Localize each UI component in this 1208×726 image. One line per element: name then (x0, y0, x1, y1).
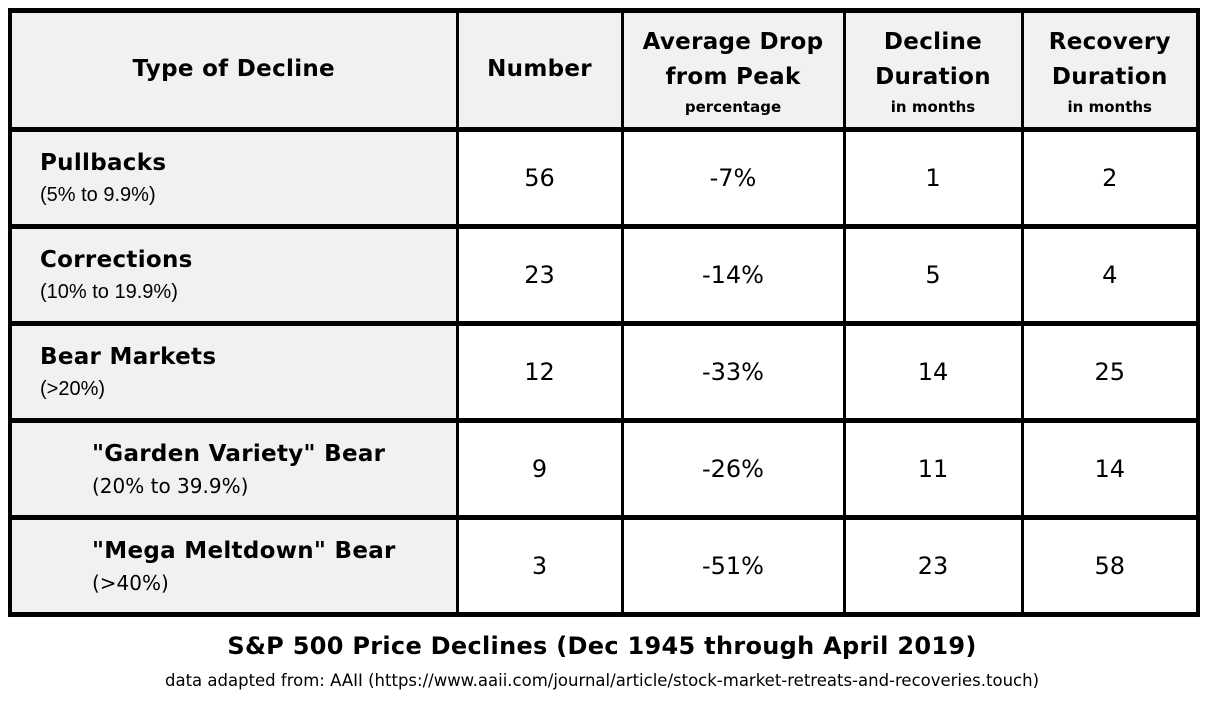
figure: Type of Decline Number Average Drop from… (8, 8, 1200, 690)
col-header-label: Decline Duration (875, 28, 991, 91)
table-header: Type of Decline Number Average Drop from… (8, 8, 1200, 132)
recovery-duration-cell: 4 (1020, 224, 1200, 326)
recovery-duration-cell: 25 (1020, 321, 1200, 423)
type-cell: Corrections (10% to 19.9%) (8, 224, 459, 326)
col-header-number: Number (455, 8, 624, 132)
decline-range-label: (10% to 19.9%) (40, 280, 178, 303)
col-header-decline-duration: Decline Duration in months (842, 8, 1024, 132)
decline-duration-cell: 23 (842, 515, 1024, 617)
avg-drop-cell: -51% (620, 515, 846, 617)
table-row-mega-meltdown-bear: "Mega Meltdown" Bear (>40%) 3 -51% 23 58 (8, 515, 1200, 617)
number-cell: 23 (455, 224, 624, 326)
table-row-pullbacks: Pullbacks (5% to 9.9%) 56 -7% 1 2 (8, 127, 1200, 229)
decline-range-label: (>40%) (92, 570, 169, 595)
decline-type-label: Pullbacks (40, 150, 167, 177)
col-header-sublabel: in months (1067, 97, 1152, 116)
col-header-label: Recovery Duration (1048, 28, 1171, 91)
col-header-average-drop: Average Drop from Peak percentage (620, 8, 846, 132)
col-header-label: Average Drop from Peak (642, 28, 824, 91)
number-cell: 9 (455, 418, 624, 520)
col-header-sublabel: percentage (684, 97, 782, 116)
table-row-garden-variety-bear: "Garden Variety" Bear (20% to 39.9%) 9 -… (8, 418, 1200, 520)
table-row-corrections: Corrections (10% to 19.9%) 23 -14% 5 4 (8, 224, 1200, 326)
decline-duration-cell: 1 (842, 127, 1024, 229)
figure-source-note: data adapted from: AAII (https://www.aai… (164, 671, 1040, 690)
decline-type-label: "Mega Meltdown" Bear (92, 538, 396, 565)
type-cell: "Mega Meltdown" Bear (>40%) (8, 515, 459, 617)
type-cell: "Garden Variety" Bear (20% to 39.9%) (8, 418, 459, 520)
sp500-declines-table: Type of Decline Number Average Drop from… (8, 8, 1200, 617)
type-cell: Bear Markets (>20%) (8, 321, 459, 423)
table-row-bear-markets: Bear Markets (>20%) 12 -33% 14 25 (8, 321, 1200, 423)
table-body: Pullbacks (5% to 9.9%) 56 -7% 1 2 Correc… (8, 127, 1200, 617)
avg-drop-cell: -33% (620, 321, 846, 423)
number-cell: 56 (455, 127, 624, 229)
col-header-type-of-decline: Type of Decline (8, 8, 459, 132)
avg-drop-cell: -14% (620, 224, 846, 326)
decline-duration-cell: 14 (842, 321, 1024, 423)
header-row: Type of Decline Number Average Drop from… (8, 8, 1200, 132)
recovery-duration-cell: 2 (1020, 127, 1200, 229)
type-cell: Pullbacks (5% to 9.9%) (8, 127, 459, 229)
decline-duration-cell: 11 (842, 418, 1024, 520)
figure-title: S&P 500 Price Declines (Dec 1945 through… (227, 632, 977, 660)
recovery-duration-cell: 14 (1020, 418, 1200, 520)
avg-drop-cell: -26% (620, 418, 846, 520)
col-header-sublabel: in months (890, 97, 976, 116)
avg-drop-cell: -7% (620, 127, 846, 229)
col-header-label: Type of Decline (132, 56, 335, 83)
number-cell: 12 (455, 321, 624, 423)
number-cell: 3 (455, 515, 624, 617)
decline-type-label: "Garden Variety" Bear (92, 441, 386, 468)
recovery-duration-cell: 58 (1020, 515, 1200, 617)
col-header-recovery-duration: Recovery Duration in months (1020, 8, 1200, 132)
decline-range-label: (20% to 39.9%) (92, 473, 249, 498)
decline-duration-cell: 5 (842, 224, 1024, 326)
decline-range-label: (>20%) (40, 377, 106, 400)
col-header-label: Number (487, 56, 592, 83)
decline-type-label: Corrections (40, 247, 193, 274)
decline-type-label: Bear Markets (40, 344, 217, 371)
decline-range-label: (5% to 9.9%) (40, 183, 156, 206)
